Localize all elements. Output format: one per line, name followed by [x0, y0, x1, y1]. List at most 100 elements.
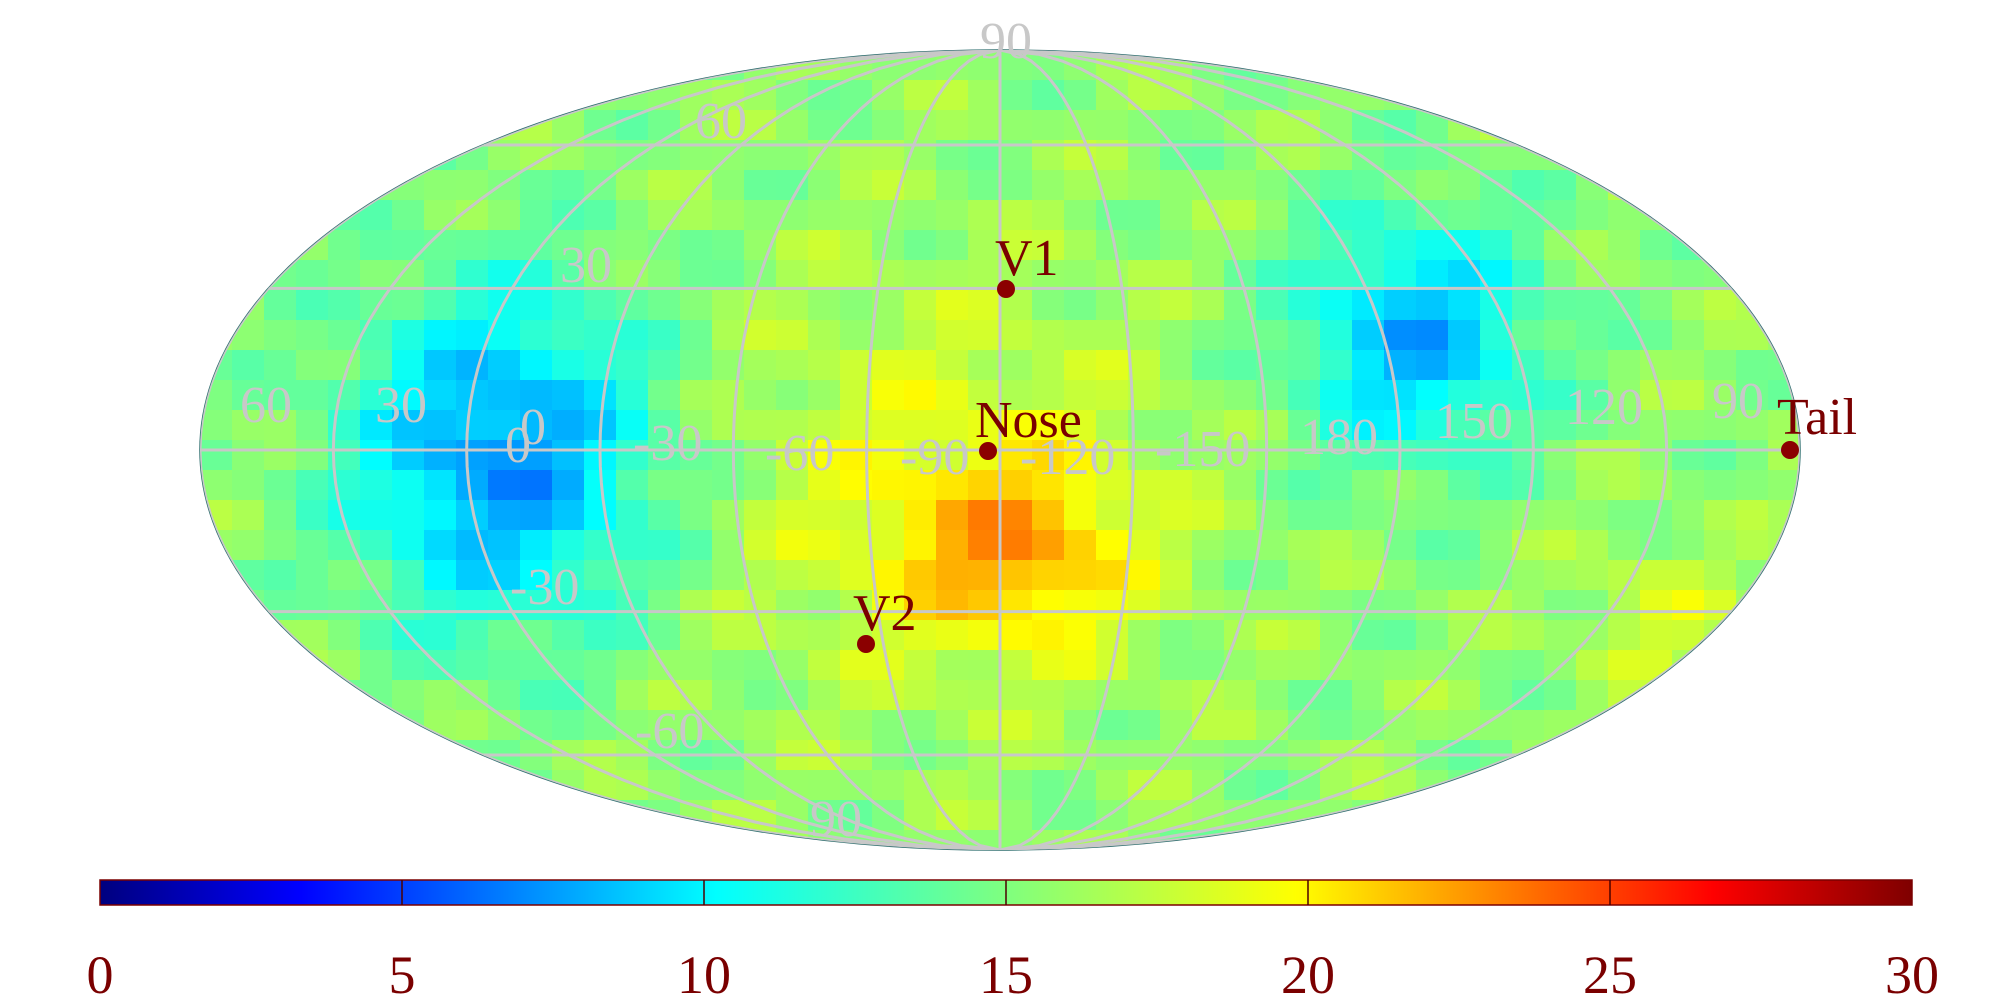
- heatmap-cell: [552, 530, 585, 561]
- heatmap-cell: [232, 320, 265, 351]
- heatmap-cell: [328, 140, 361, 171]
- heatmap-cell: [904, 560, 937, 591]
- heatmap-cell: [552, 440, 585, 471]
- heatmap-cell: [1448, 260, 1481, 291]
- graticule-meridian: [999, 50, 1269, 850]
- heatmap-cell: [1544, 170, 1577, 201]
- heatmap-cell: [1160, 620, 1193, 651]
- heatmap-cell: [776, 380, 809, 411]
- heatmap-cell: [1608, 740, 1641, 771]
- heatmap-cell: [1576, 200, 1609, 231]
- graticule-meridian: [999, 50, 1135, 850]
- heatmap-cell: [264, 800, 297, 831]
- heatmap-cell: [1288, 50, 1321, 81]
- heatmap-cell: [648, 380, 681, 411]
- heatmap-cell: [648, 110, 681, 141]
- heatmap-cell: [1672, 710, 1705, 741]
- heatmap-cell: [616, 650, 649, 681]
- heatmap-cell: [936, 200, 969, 231]
- heatmap-cell: [1256, 830, 1289, 850]
- heatmap-cell: [1640, 170, 1673, 201]
- heatmap-cell: [936, 770, 969, 801]
- heatmap-cell: [552, 590, 585, 621]
- heatmap-cell: [1320, 410, 1353, 441]
- heatmap-cell: [520, 800, 553, 831]
- heatmap-cell: [232, 80, 265, 111]
- heatmap-cell: [264, 530, 297, 561]
- heatmap-cell: [1256, 230, 1289, 261]
- heatmap-cell: [1544, 830, 1577, 850]
- heatmap-cell: [680, 620, 713, 651]
- heatmap-cell: [616, 200, 649, 231]
- heatmap-cell: [584, 590, 617, 621]
- heatmap-cell: [1704, 410, 1737, 441]
- heatmap-cell: [680, 260, 713, 291]
- heatmap-cell: [1768, 350, 1800, 381]
- heatmap-cell: [1256, 110, 1289, 141]
- heatmap-cell: [1032, 410, 1065, 441]
- heatmap-cell: [264, 590, 297, 621]
- heatmap-cell: [1224, 590, 1257, 621]
- heatmap-cell: [296, 140, 329, 171]
- heatmap-cell: [1480, 650, 1513, 681]
- latitude-label: 30: [560, 237, 612, 294]
- heatmap-cell: [1704, 200, 1737, 231]
- heatmap-cell: [296, 200, 329, 231]
- heatmap-cell: [1672, 740, 1705, 771]
- heatmap-cell: [1224, 500, 1257, 531]
- heatmap-cell: [360, 200, 393, 231]
- heatmap-cell: [1640, 830, 1673, 850]
- heatmap-cell: [1544, 50, 1577, 81]
- heatmap-cell: [328, 80, 361, 111]
- heatmap-cell: [872, 410, 905, 441]
- heatmap-cell: [904, 680, 937, 711]
- heatmap-cell: [1640, 80, 1673, 111]
- heatmap-cell: [1128, 230, 1161, 261]
- colorbar: 0 5 10 15 20 25 30: [87, 879, 1939, 1000]
- heatmap-cell: [392, 680, 425, 711]
- heatmap-cell: [456, 410, 489, 441]
- heatmap-cell: [1288, 590, 1321, 621]
- heatmap-cell: [328, 650, 361, 681]
- heatmap-cell: [808, 380, 841, 411]
- heatmap-cell: [488, 410, 521, 441]
- heatmap-cell: [680, 350, 713, 381]
- heatmap-cell: [1448, 680, 1481, 711]
- heatmap-cell: [904, 650, 937, 681]
- heatmap-cell: [1448, 440, 1481, 471]
- heatmap-cell: [968, 590, 1001, 621]
- heatmap-cell: [456, 260, 489, 291]
- heatmap-cell: [1352, 410, 1385, 441]
- heatmap-cell: [680, 440, 713, 471]
- heatmap-cell: [584, 620, 617, 651]
- heatmap-cell: [1736, 740, 1769, 771]
- heatmap-cell: [1416, 650, 1449, 681]
- heatmap-cell: [1480, 380, 1513, 411]
- heatmap-cell: [1416, 410, 1449, 441]
- heatmap-cell: [1064, 500, 1097, 531]
- heatmap-cell: [1608, 200, 1641, 231]
- heatmap-cell: [200, 440, 233, 471]
- heatmap-cell: [264, 740, 297, 771]
- heatmap-cell: [872, 560, 905, 591]
- heatmap-cell: [840, 710, 873, 741]
- heatmap-cell: [1608, 620, 1641, 651]
- graticule-meridian: [598, 50, 1001, 850]
- heatmap-cell: [392, 500, 425, 531]
- heatmap-cell: [1768, 230, 1800, 261]
- longitude-label: 120: [1565, 379, 1643, 436]
- latitude-label: -60: [635, 703, 704, 760]
- heatmap-cell: [1512, 320, 1545, 351]
- heatmap-cell: [1288, 620, 1321, 651]
- heatmap-cell: [648, 500, 681, 531]
- heatmap-cell: [968, 320, 1001, 351]
- heatmap-cell: [1704, 80, 1737, 111]
- heatmap-cell: [808, 230, 841, 261]
- heatmap-cell: [968, 770, 1001, 801]
- heatmap-cell: [1320, 380, 1353, 411]
- heatmap-cell: [648, 440, 681, 471]
- heatmap-cell: [1576, 530, 1609, 561]
- heatmap-cell: [1768, 680, 1800, 711]
- heatmap-cell: [1768, 110, 1800, 141]
- heatmap-cell: [680, 410, 713, 441]
